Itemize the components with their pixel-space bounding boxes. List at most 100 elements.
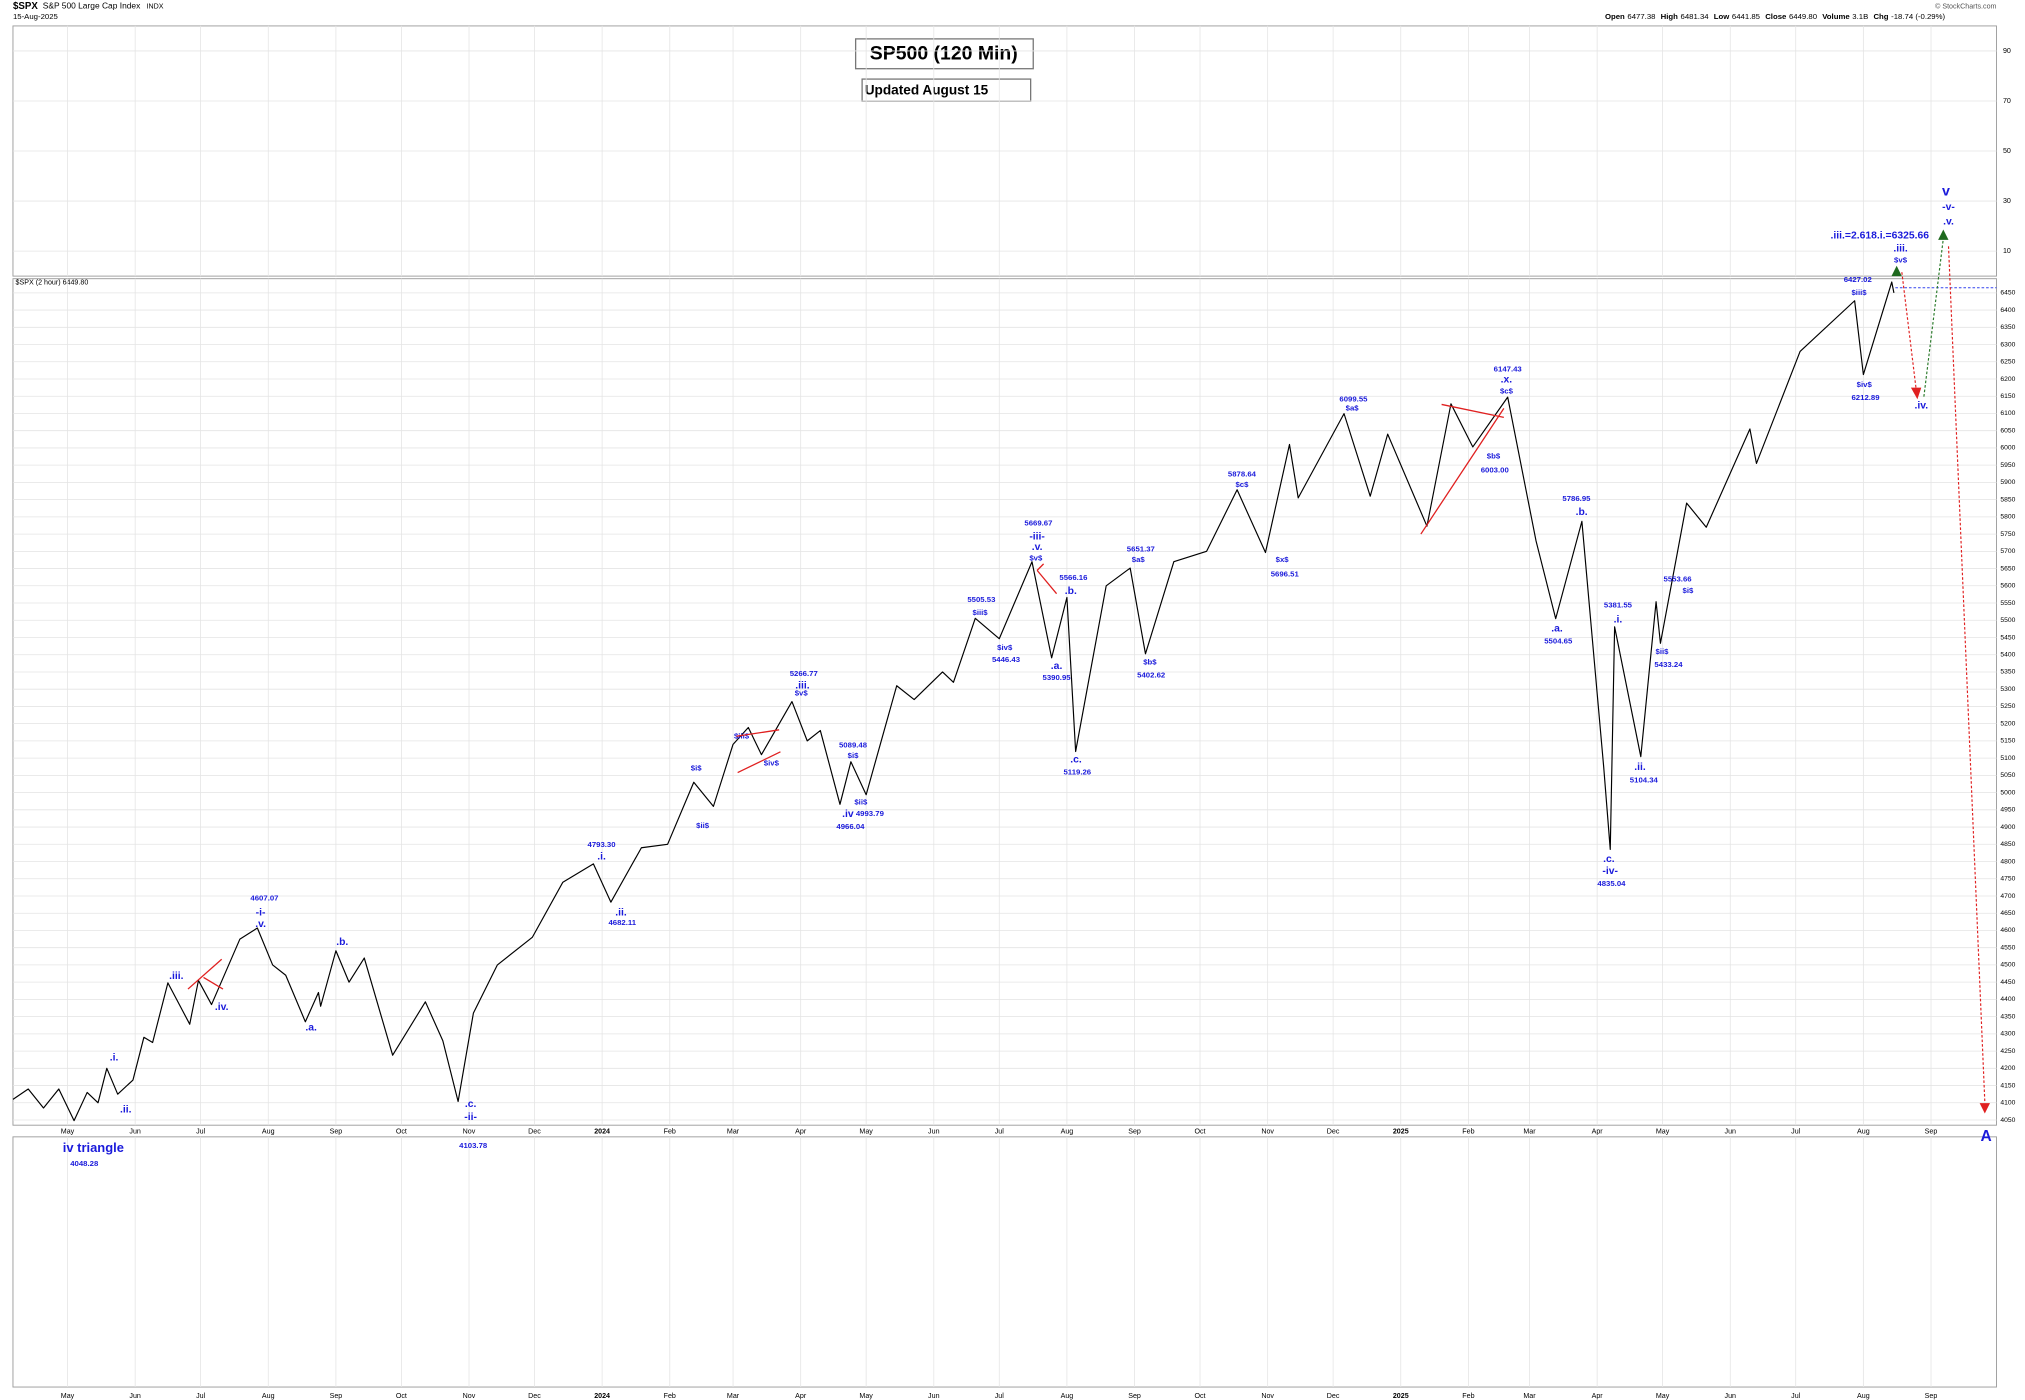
x-tick-label: Sep [330, 1128, 343, 1136]
wave-label: 4682.11 [608, 918, 636, 927]
wave-label: $c$ [1500, 387, 1514, 396]
y-tick-label: 6150 [2000, 393, 2015, 400]
wave-label: 5878.64 [1228, 469, 1257, 478]
x-tick-label: Sep [330, 1392, 343, 1400]
y-tick-label: 6450 [2000, 290, 2015, 297]
wave-label: -v- [1942, 202, 1955, 213]
wave-label: $ii$ [696, 821, 710, 830]
x-tick-label: Feb [664, 1128, 676, 1136]
wave-label: 5433.24 [1654, 660, 1683, 669]
wave-label: .b. [1065, 586, 1077, 597]
y-tick-label: 6000 [2000, 445, 2015, 452]
wave-label: .i. [110, 1053, 119, 1064]
wave-label: A [1980, 1128, 1991, 1145]
x-tick-label: Mar [1523, 1392, 1536, 1400]
y-tick-label: 30 [2003, 197, 2011, 205]
wave-label: .a. [305, 1023, 317, 1034]
y-tick-label: 5600 [2000, 583, 2015, 590]
y-tick-label: 5200 [2000, 720, 2015, 727]
wave-label: 5553.66 [1664, 574, 1693, 583]
x-tick-label: 2025 [1393, 1128, 1409, 1136]
x-tick-label: Jul [1791, 1392, 1801, 1400]
x-tick-label: Jul [995, 1128, 1005, 1136]
x-tick-label: Feb [664, 1392, 676, 1400]
x-tick-label: Mar [1523, 1128, 1536, 1136]
wave-label: iv triangle [63, 1140, 124, 1155]
y-tick-label: 4550 [2000, 944, 2015, 951]
quote-label: Open [1605, 12, 1625, 21]
wave-label: .b. [1576, 507, 1588, 518]
y-tick-label: 5400 [2000, 652, 2015, 659]
wave-label: 4103.78 [459, 1141, 488, 1150]
x-tick-label: Jun [129, 1392, 141, 1400]
wave-label: $a$ [1132, 555, 1146, 564]
y-tick-label: 4700 [2000, 893, 2015, 900]
quote: Open 6477.38 High 6481.34 Low 6441.85 Close 644… [1605, 12, 1946, 21]
y-tick-label: 6350 [2000, 324, 2015, 331]
wave-label: 5696.51 [1271, 569, 1300, 578]
x-tick-label: Jun [1725, 1128, 1737, 1136]
wave-label: 5381.55 [1604, 600, 1633, 609]
quote-value: 6449.80 [1789, 12, 1818, 21]
y-tick-label: 4800 [2000, 858, 2015, 865]
y-tick-label: 6400 [2000, 307, 2015, 314]
wave-label: 5669.67 [1024, 519, 1052, 528]
wave-label: 4835.04 [1597, 879, 1626, 888]
wave-label: .x. [1501, 375, 1513, 386]
wave-label: .iii. [169, 971, 184, 982]
wave-label: $ii$ [854, 797, 868, 806]
y-tick-label: 6250 [2000, 359, 2015, 366]
x-tick-label: May [1656, 1128, 1670, 1136]
x-tick-label: Aug [262, 1128, 275, 1136]
y-tick-label: 6100 [2000, 410, 2015, 417]
x-tick-label: Apr [1592, 1128, 1604, 1136]
quote-label: Volume [1822, 12, 1850, 21]
y-tick-label: 4250 [2000, 1048, 2015, 1055]
wave-label: 5786.95 [1562, 494, 1591, 503]
quote-label: Chg [1873, 12, 1888, 21]
y-tick-label: 5150 [2000, 738, 2015, 745]
wave-label: .iii.=2.618.i.=6325.66 [1831, 231, 1930, 242]
y-tick-label: 5050 [2000, 772, 2015, 779]
x-tick-label: Mar [727, 1128, 740, 1136]
wave-label: .v. [1032, 542, 1043, 553]
wave-label: $i$ [1683, 586, 1694, 595]
wave-label: 5266.77 [790, 669, 818, 678]
quote-label: Low [1714, 12, 1730, 21]
x-tick-label: Aug [1061, 1128, 1074, 1136]
x-tick-label: Apr [1592, 1392, 1604, 1400]
wave-label: 5089.48 [839, 740, 868, 749]
y-tick-label: 5650 [2000, 565, 2015, 572]
wave-label: $b$ [1143, 657, 1157, 666]
quote-value: -18.74 (-0.29%) [1891, 12, 1945, 21]
legend-label: $SPX (2 hour) 6449.80 [16, 278, 89, 286]
wave-label: .a. [1551, 623, 1563, 634]
wave-label: 5390.95 [1043, 673, 1072, 682]
y-tick-label: 4450 [2000, 979, 2015, 986]
x-tick-label: Jul [196, 1392, 206, 1400]
y-tick-label: 6200 [2000, 376, 2015, 383]
wave-label: .ii. [120, 1104, 132, 1115]
y-tick-label: 5500 [2000, 617, 2015, 624]
y-tick-label: 4050 [2000, 1117, 2015, 1124]
quote-value: 6481.34 [1681, 12, 1710, 21]
x-tick-label: Sep [1128, 1392, 1141, 1400]
y-tick-label: 4500 [2000, 962, 2015, 969]
quote-value: 6477.38 [1627, 12, 1655, 21]
wave-label: 5104.34 [1630, 775, 1659, 784]
wave-label: v [1942, 184, 1950, 200]
quote-label: Close [1765, 12, 1787, 21]
wave-label: -iv- [1602, 866, 1618, 877]
y-tick-label: 90 [2003, 47, 2011, 55]
wave-label: 5566.16 [1059, 573, 1088, 582]
x-tick-label: Nov [463, 1392, 476, 1400]
wave-label: .v. [1943, 216, 1954, 227]
x-tick-label: Feb [1462, 1392, 1474, 1400]
y-tick-label: 4200 [2000, 1065, 2015, 1072]
wave-label: $iii$ [973, 608, 989, 617]
y-tick-label: 5550 [2000, 600, 2015, 607]
y-tick-label: 10 [2003, 247, 2011, 255]
x-tick-label: Jun [129, 1128, 141, 1136]
x-tick-label: May [1656, 1392, 1670, 1400]
wave-label: 4048.28 [70, 1159, 99, 1168]
